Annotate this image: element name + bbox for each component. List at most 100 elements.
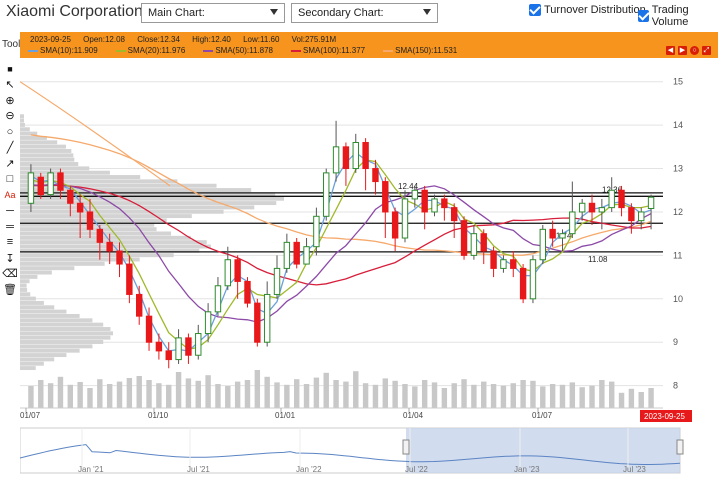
volume-bar [293,379,300,408]
volume-bar [628,388,635,408]
volume-bar [284,384,290,408]
volume-bar [579,387,585,408]
turnover-bar [20,235,191,240]
volume-bar [392,380,398,408]
sma20-line [30,159,652,350]
candle-body [500,259,507,269]
info-date: 2023-09-25 [30,35,71,44]
volume-bar [254,370,261,408]
turnover-bar [20,127,30,132]
horizontal-line-icon[interactable]: ─ [6,204,14,217]
turnover-bar [20,140,58,145]
volume-bar [77,382,83,408]
candle-body [126,263,133,295]
turnover-bar [20,266,75,271]
info-low: Low:11.60 [243,35,280,44]
parallel-lines-icon[interactable]: ═ [6,220,14,233]
candle-body [185,337,192,356]
y-tick-label: 12 [673,207,683,217]
turnover-bar [20,214,192,219]
line-icon[interactable]: ╱ [6,142,14,154]
legend-sma20: SMA(20):11.976 [115,46,185,55]
expand-icon[interactable]: ⤢ [702,46,711,55]
rectangle-icon[interactable]: □ [6,173,14,186]
x-tick-label: 01/04 [403,411,424,420]
candle-body [263,293,271,343]
vertical-arrow-icon[interactable]: ↧ [5,252,15,265]
volume-bar [205,375,211,408]
x-tick-label: 01/07 [20,411,41,420]
volume-bar [185,378,192,408]
zoom-out-icon[interactable]: ⊖ [5,110,15,123]
nav-right-icon[interactable]: ▶ [678,46,687,55]
trash-icon[interactable]: 🗑 [3,284,17,297]
candle-body [391,211,399,239]
candle-body [332,146,340,174]
candle-body [165,350,172,361]
volume-bar [333,380,339,408]
turnover-bar [20,253,174,258]
volume-bar [618,392,625,408]
candle-body [460,220,468,256]
candle-body [559,233,566,239]
candle-body [204,311,212,335]
candle-body [411,189,419,200]
turnover-bar [20,118,24,123]
turnover-bar [20,144,66,149]
reset-icon[interactable]: ○ [690,46,699,55]
candle-body [342,146,350,170]
turnover-bar [20,344,93,349]
circle-icon[interactable]: ○ [6,125,14,138]
main-chart-select[interactable]: Main Chart: [141,3,285,23]
cursor-icon[interactable]: ↖ [5,78,15,91]
turnover-bar [20,179,178,184]
arrow-icon[interactable]: ↗ [5,157,15,170]
eraser-icon[interactable]: ⌫ [2,268,18,281]
candle-body [490,250,497,269]
square-icon[interactable]: ■ [7,63,13,74]
volume-bar [116,381,123,408]
volume-bar [589,385,595,408]
navigator-line [20,444,681,465]
volume-bar [156,383,162,408]
volume-bar [540,386,546,408]
turnover-distribution-checkbox[interactable]: Turnover Distribution [529,4,646,16]
turnover-bar [20,283,27,288]
turnover-bar [20,166,90,171]
zoom-in-icon[interactable]: ⊕ [5,94,15,107]
navigator-label: Jul '22 [405,465,428,474]
volume-bar [343,381,349,408]
turnover-bar [20,313,80,318]
info-close: Close:12.34 [137,35,180,44]
secondary-chart-select[interactable]: Secondary Chart: [291,3,438,23]
checkbox-checked-icon [529,4,541,16]
trading-volume-label: Trading Volume [651,4,689,28]
volume-bar [431,382,438,408]
turnover-bar [20,192,276,197]
candle-body [470,233,478,256]
turnover-bar [20,209,224,214]
candle-body [195,333,202,356]
candle-body [303,246,310,265]
candle-body [372,168,379,183]
volume-bar [569,382,576,408]
candle-body [283,241,291,269]
candle-body [145,315,153,343]
candle-body [647,196,655,209]
trading-volume-checkbox[interactable]: Trading Volume [638,4,720,28]
volume-bar [264,376,270,408]
candle-body [214,285,222,313]
turnover-bar [20,300,44,305]
fibonacci-icon[interactable]: ≡ [6,236,14,249]
turnover-bar [20,175,141,179]
price-chart[interactable]: 1514131211109812.4412.3611.7411.0801/070… [20,58,718,481]
text-icon[interactable]: Aa [4,189,16,200]
turnover-bar [20,353,67,358]
x-tick-label: 01/10 [148,411,169,420]
turnover-bar [20,322,104,327]
volume-bar [451,383,457,408]
navigator-selection [406,428,680,473]
selected-date-label: 2023-09-25 [644,412,685,421]
nav-left-icon[interactable]: ◀ [666,46,675,55]
